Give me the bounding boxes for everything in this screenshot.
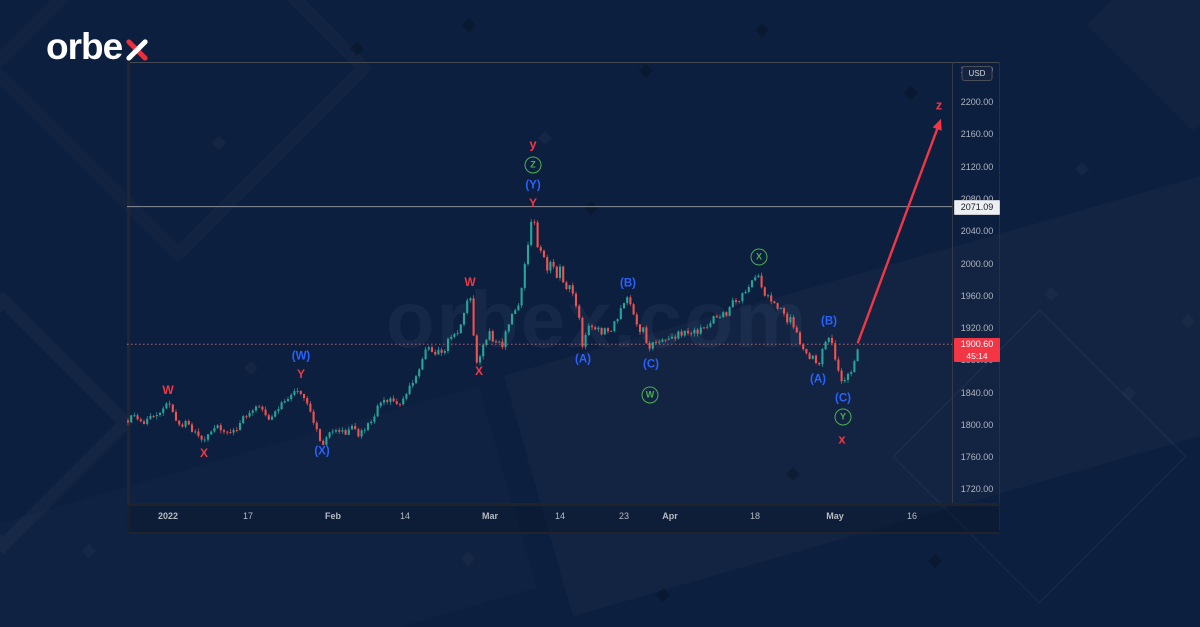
wave-label-y[interactable]: Y bbox=[528, 196, 538, 210]
price-tick-label: 1760.00 bbox=[960, 452, 994, 463]
chart-right-border bbox=[999, 62, 1000, 530]
time-tick-label: 14 bbox=[554, 511, 565, 521]
time-tick-label: Mar bbox=[481, 511, 498, 521]
bg-decoration bbox=[461, 17, 477, 33]
price-tick-label: 2200.00 bbox=[960, 97, 994, 108]
wave-label-c[interactable]: (C) bbox=[643, 358, 659, 371]
time-tick-label: 23 bbox=[618, 511, 629, 521]
time-scale[interactable]: 2022 17 Feb 14 Mar 14 23 Apr 18 May 16 bbox=[127, 503, 1000, 534]
price-tick-label: 2080.00 bbox=[960, 193, 994, 204]
candlestick-chart[interactable] bbox=[127, 62, 952, 503]
wave-label-a[interactable]: (A) bbox=[575, 353, 591, 366]
price-tick-label: 1960.00 bbox=[960, 290, 994, 301]
wave-label-a[interactable]: (A) bbox=[810, 373, 826, 386]
wave-label-x[interactable]: (X) bbox=[314, 445, 330, 458]
price-scale[interactable]: 2240.002200.002160.002120.002080.002040.… bbox=[952, 62, 1001, 503]
projection-arrow-head bbox=[932, 118, 942, 131]
price-tick-label: 1840.00 bbox=[960, 387, 994, 398]
bg-decoration bbox=[754, 22, 770, 38]
price-tick-label: 1800.00 bbox=[960, 419, 994, 430]
time-tick-label: 2022 bbox=[157, 511, 179, 521]
watermark: orbex.com bbox=[385, 275, 809, 364]
wave-label-w[interactable]: W bbox=[162, 383, 174, 397]
wave-label-y[interactable]: Y bbox=[296, 367, 306, 381]
time-tick-label: May bbox=[826, 511, 844, 521]
wave-label-x[interactable]: X bbox=[199, 446, 209, 460]
bg-decoration bbox=[1075, 162, 1089, 176]
chart-left-border bbox=[127, 62, 130, 530]
candles bbox=[127, 218, 859, 447]
wave-label-z[interactable]: Z bbox=[524, 156, 542, 174]
line-price-badge: 2071.09 bbox=[954, 199, 1000, 215]
wave-label-c[interactable]: (C) bbox=[835, 392, 851, 405]
wave-label-w[interactable]: W bbox=[464, 275, 476, 289]
orbex-logo: orbe bbox=[46, 26, 150, 68]
wave-label-x[interactable]: X bbox=[750, 248, 768, 266]
time-tick-label: 14 bbox=[399, 511, 410, 521]
price-tick-label: 2040.00 bbox=[960, 226, 994, 237]
current-price-badge: 1900.60 45:14 bbox=[954, 337, 1000, 362]
wave-label-z[interactable]: z bbox=[935, 97, 943, 113]
wave-label-x[interactable]: X bbox=[474, 364, 484, 378]
wave-label-w[interactable]: W bbox=[641, 386, 659, 404]
projection-arrow[interactable] bbox=[856, 125, 940, 344]
price-tick-label: 2120.00 bbox=[960, 161, 994, 172]
time-tick-label: Feb bbox=[324, 511, 341, 521]
wave-label-y[interactable]: (Y) bbox=[525, 179, 541, 192]
wave-label-b[interactable]: (B) bbox=[821, 315, 837, 328]
time-tick-label: 16 bbox=[906, 511, 917, 521]
bg-decoration bbox=[927, 553, 943, 569]
chart-top-border bbox=[127, 62, 1000, 63]
time-tick-label: Apr bbox=[662, 511, 678, 521]
time-tick-label: 17 bbox=[242, 511, 253, 521]
price-tick-label: 1720.00 bbox=[960, 484, 994, 495]
logo-x-mark bbox=[124, 37, 150, 63]
time-tick-label: 18 bbox=[749, 511, 760, 521]
bg-decoration bbox=[1087, 0, 1200, 131]
price-tick-label: 1920.00 bbox=[960, 323, 994, 334]
price-tick-label: 2160.00 bbox=[960, 129, 994, 140]
currency-unit-badge[interactable]: USD bbox=[961, 66, 993, 81]
wave-label-w[interactable]: (W) bbox=[291, 350, 311, 363]
logo-wordmark: orbe bbox=[46, 26, 123, 67]
wave-label-b[interactable]: (B) bbox=[620, 277, 636, 290]
wave-label-x[interactable]: x bbox=[838, 431, 846, 447]
wave-label-y[interactable]: Y bbox=[834, 408, 852, 426]
price-tick-label: 2000.00 bbox=[960, 258, 994, 269]
wave-label-y[interactable]: y bbox=[529, 136, 537, 152]
